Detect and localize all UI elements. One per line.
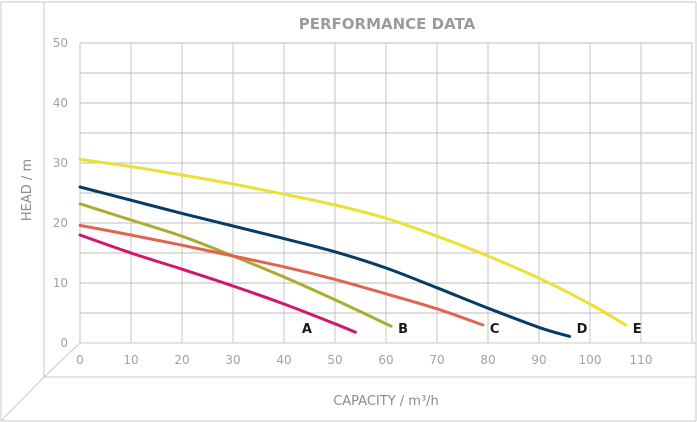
y-tick-label: 10: [53, 276, 68, 290]
x-tick-label: 10: [123, 353, 138, 367]
y-tick-label: 30: [53, 156, 68, 170]
series-label-a: A: [302, 322, 312, 337]
x-tick-label: 80: [480, 353, 495, 367]
chart-title: PERFORMANCE DATA: [299, 15, 476, 33]
x-tick-label: 90: [531, 353, 546, 367]
x-axis-label: CAPACITY / m³/h: [333, 394, 439, 409]
x-tick-label: 0: [76, 353, 84, 367]
grid: [79, 42, 693, 343]
y-tick-labels: 0 10 20 30 40 50: [53, 36, 68, 350]
x-tick-label: 20: [174, 353, 189, 367]
x-tick-label: 60: [378, 353, 393, 367]
y-tick-label: 50: [53, 36, 68, 50]
y-tick-label: 0: [60, 336, 68, 350]
series-labels: A B C D E: [302, 322, 642, 337]
x-tick-labels: 0 10 20 30 40 50 60 70 80 90 100 110: [76, 353, 652, 367]
series-label-e: E: [633, 322, 642, 337]
series-lines: [78, 157, 628, 338]
series-line-c: [78, 223, 485, 327]
x-tick-label: 110: [630, 353, 653, 367]
x-tick-label: 40: [276, 353, 291, 367]
series-line-b: [78, 202, 393, 328]
y-axis-label: HEAD / m: [20, 159, 35, 221]
series-label-d: D: [577, 322, 588, 337]
series-label-c: C: [490, 322, 500, 337]
series-line-a: [78, 233, 357, 334]
series-line-e: [78, 157, 628, 327]
x-tick-label: 50: [327, 353, 342, 367]
y-tick-label: 40: [53, 96, 68, 110]
series-line-d: [78, 185, 572, 338]
y-tick-label: 20: [53, 216, 68, 230]
x-tick-label: 100: [579, 353, 602, 367]
x-tick-label: 70: [429, 353, 444, 367]
x-tick-label: 30: [225, 353, 240, 367]
series-label-b: B: [398, 322, 408, 337]
